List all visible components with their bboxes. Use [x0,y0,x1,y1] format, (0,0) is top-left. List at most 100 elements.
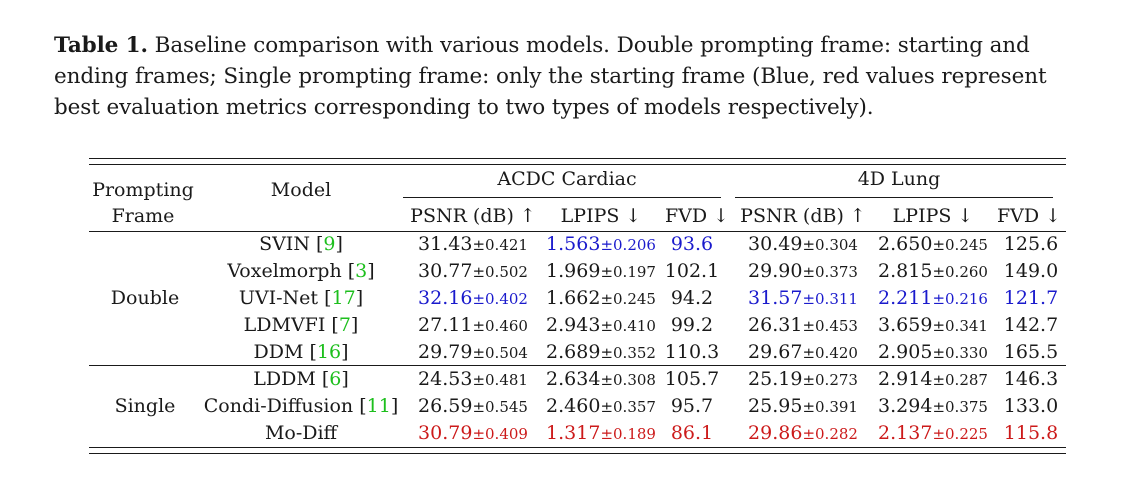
metric-value: 2.815 [878,260,933,282]
model-name-cell: DDM [16] [254,340,349,364]
metric-std: ±0.273 [802,371,858,389]
fvd-cell: 121.7 [1003,287,1059,309]
metric-value: 2.211 [878,287,933,309]
metric-std: ±0.373 [802,263,858,281]
metric-std: ±0.409 [472,425,528,443]
metric-cell: 30.77±0.502 [418,259,528,284]
metric-std: ±0.402 [472,290,528,308]
citation-link[interactable]: 3 [355,260,368,282]
metric-cell: 1.969±0.197 [546,259,656,284]
citation-link[interactable]: 7 [338,314,351,336]
model-name-cell: LDMVFI [7] [244,313,359,337]
model-name: Condi-Diffusion [203,395,360,417]
fvd-cell: 102.1 [664,260,720,282]
citation-link[interactable]: 11 [366,395,391,417]
bottom-rule-1 [89,447,1066,449]
model-name-cell: Condi-Diffusion [11] [204,394,399,418]
group-label-double: Double [110,287,180,309]
citation-close: ] [390,395,399,417]
metric-std: ±0.245 [600,290,656,308]
metric-cell: 24.53±0.481 [418,367,528,392]
citation-link[interactable]: 17 [331,287,356,309]
metric-std: ±0.311 [802,290,858,308]
header-metric: PSNR (dB) ↑ [410,205,536,227]
citation-link[interactable]: 9 [323,233,336,255]
fvd-cell: 165.5 [1003,341,1059,363]
citation-open: [ [309,341,317,363]
header-metric: LPIPS ↓ [892,205,974,227]
metric-value: 29.79 [418,341,473,363]
metric-std: ±0.391 [802,398,858,416]
metric-value: 32.16 [418,287,473,309]
citation-close: ] [335,233,343,255]
fvd-cell: 146.3 [1003,368,1059,390]
fvd-cell: 110.3 [664,341,720,363]
citation-open: [ [321,368,330,390]
metric-std: ±0.375 [932,398,988,416]
metric-std: ±0.545 [472,398,528,416]
metric-value: 2.914 [878,368,933,390]
header-prompting: Prompting [92,179,194,201]
caption-label: Table 1. [54,33,148,58]
metric-value: 2.137 [878,422,933,444]
metric-std: ±0.287 [932,371,988,389]
metric-cell: 2.137±0.225 [878,421,988,446]
header-metric: PSNR (dB) ↑ [740,205,866,227]
citation-open: [ [324,287,332,309]
metric-cell: 2.460±0.357 [546,394,656,419]
group-label-single: Single [114,395,176,417]
metric-value: 2.943 [546,314,601,336]
fvd-cell: 149.0 [1003,260,1059,282]
metric-value: 1.563 [546,233,601,255]
fvd-cell: 142.7 [1003,314,1059,336]
metric-cell: 25.95±0.391 [748,394,858,419]
metric-std: ±0.304 [802,236,858,254]
metric-value: 27.11 [418,314,473,336]
citation-close: ] [350,314,359,336]
metric-cell: 2.211±0.216 [878,286,988,311]
metric-value: 29.67 [748,341,803,363]
metric-cell: 1.662±0.245 [546,286,656,311]
metric-cell: 2.650±0.245 [878,232,988,257]
group-rule-acdc [403,197,721,198]
model-name: Voxelmorph [227,260,348,282]
metric-std: ±0.502 [472,263,528,281]
group-rule-lung [735,197,1053,198]
metric-cell: 32.16±0.402 [418,286,528,311]
citation-open: [ [315,233,324,255]
metric-std: ±0.189 [600,425,656,443]
group-separator-rule [89,365,1066,366]
fvd-cell: 125.6 [1003,233,1059,255]
bottom-rule-2 [89,453,1066,455]
header-metric: FVD ↓ [996,205,1062,227]
metric-cell: 3.659±0.341 [878,313,988,338]
metric-std: ±0.330 [932,344,988,362]
metric-value: 2.905 [878,341,933,363]
metric-std: ±0.225 [932,425,988,443]
metric-value: 29.90 [748,260,803,282]
header-metric: FVD ↓ [664,205,730,227]
metric-std: ±0.410 [600,317,656,335]
fvd-cell: 86.1 [670,422,714,444]
metric-std: ±0.260 [932,263,988,281]
metric-std: ±0.206 [600,236,656,254]
metric-value: 2.650 [878,233,933,255]
model-name-cell: Mo-Diff [265,421,337,445]
metric-value: 30.77 [418,260,473,282]
metric-value: 29.86 [748,422,803,444]
metric-value: 30.49 [748,233,803,255]
fvd-cell: 94.2 [670,287,714,309]
metric-value: 26.31 [748,314,803,336]
header-model: Model [270,179,332,201]
citation-link[interactable]: 6 [329,368,342,390]
citation-close: ] [341,368,349,390]
metric-value: 30.79 [418,422,473,444]
metric-cell: 26.59±0.545 [418,394,528,419]
header-frame: Frame [111,205,175,227]
metric-value: 31.57 [748,287,803,309]
model-name-cell: LDDM [6] [253,367,349,391]
model-name-cell: Voxelmorph [3] [227,259,374,283]
metric-value: 1.317 [546,422,601,444]
citation-link[interactable]: 16 [316,341,342,363]
citation-open: [ [331,314,339,336]
